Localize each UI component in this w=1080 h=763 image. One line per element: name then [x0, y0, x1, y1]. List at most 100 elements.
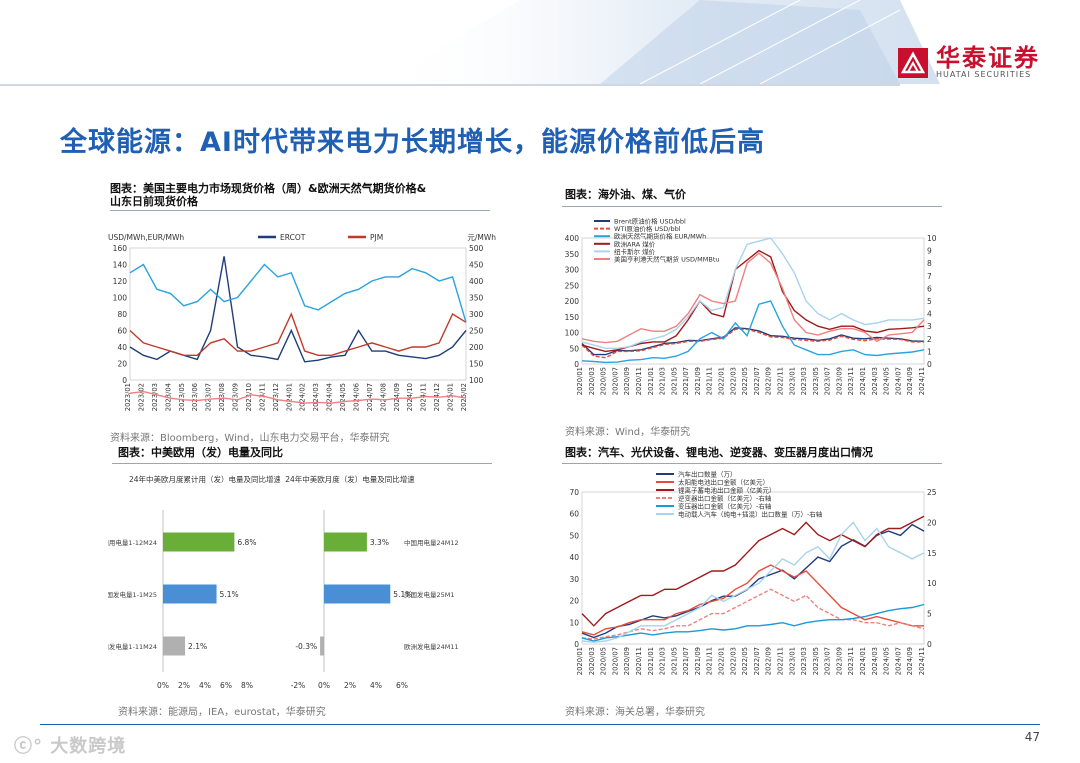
y2-tick-label: 200: [469, 343, 484, 352]
legend-label: 欧洲ARA 煤价: [614, 239, 656, 248]
y2-axis-label: 元/MWh: [467, 233, 496, 242]
huatai-logo-icon: [898, 47, 928, 78]
y2-tick-label: 0: [927, 640, 932, 649]
x-tick-label: 2022/03: [729, 647, 737, 675]
x-tick-label: 2024/09: [906, 367, 914, 395]
series-line: [129, 256, 467, 363]
y-tick-label: 40: [569, 553, 579, 562]
x-tick-label: 2021/01: [647, 367, 655, 395]
x-tick-label: 2023/09: [835, 367, 843, 395]
panel1-source: 资料来源：Bloomberg，Wind，山东电力交易平台，华泰研究: [110, 433, 390, 444]
legend-label: 逆变器出口金额（亿美元）-右轴: [678, 494, 772, 503]
y2-tick-label: 4: [927, 310, 932, 319]
y2-tick-label: 150: [469, 360, 484, 369]
y-tick-label: 350: [565, 250, 580, 259]
x-tick-label: 2024/07: [366, 383, 374, 411]
y-tick-label: 250: [565, 281, 580, 290]
panel1-title-line1: 图表：美国主要电力市场现货价格（周）&欧洲天然气期货价格&: [110, 182, 427, 195]
x-tick-label: 2022/11: [776, 367, 784, 395]
x-tick-label: 2021/05: [670, 367, 678, 395]
power-price-chart: 0 20 40 60 80 100 120 140 160 100 150 200 250 300 350 4…: [108, 233, 496, 411]
x-tick-label: 2023/03: [800, 367, 808, 395]
y2-tick-label: 6: [927, 284, 932, 293]
series-line: [581, 523, 925, 639]
x-tick-label: 2022/07: [753, 647, 761, 675]
legend-label: Brent原油价格 USD/bbl: [614, 217, 686, 226]
x-tick-label: 2020/03: [588, 647, 596, 675]
footer-divider: [40, 724, 1040, 725]
x-tick-label: 2021/11: [706, 647, 714, 675]
y2-tick-label: 25: [927, 488, 937, 497]
panel2-source: 资料来源：Wind，华泰研究: [565, 427, 691, 438]
x-tick-label: 2024/05: [883, 367, 891, 395]
panel2-title: 图表：海外油、煤、气价: [565, 188, 686, 201]
series-line: [129, 312, 467, 357]
x-tick-label: 2024/06: [352, 383, 360, 411]
series-line: [581, 237, 925, 350]
x-tick-label: 2022/03: [729, 367, 737, 395]
x-tick-label: 2024/07: [894, 647, 902, 675]
y2-tick-label: 5: [927, 610, 932, 619]
exports-chart: 0 10 20 30 40 50 60 70 0 5 10 15 20 25 2020/01 2020/03 2…: [569, 470, 937, 676]
legend-label: 太阳能电池出口金额（亿美元）: [678, 478, 769, 487]
y2-tick-label: 350: [469, 294, 484, 303]
x-tick-label: 2021/03: [659, 647, 667, 675]
y2-tick-label: 10: [927, 579, 937, 588]
x-tick-label: 2020/05: [600, 367, 608, 395]
y2-tick-label: 3: [927, 322, 932, 331]
x-tick-label: 2021/09: [694, 647, 702, 675]
bar: [163, 584, 217, 604]
x-tick-label: 2023/03: [800, 647, 808, 675]
y-tick-label: 0: [122, 376, 127, 385]
x-tick-label: 2024/01: [859, 367, 867, 395]
y-tick-label: 140: [113, 261, 128, 270]
legend-label: ERCOT: [280, 233, 306, 242]
y-tick-label: 20: [117, 360, 127, 369]
y-tick-label: 300: [565, 266, 580, 275]
panel2-rule: [562, 206, 942, 207]
x-tick-label: 2024/03: [312, 383, 320, 411]
y2-tick-label: 250: [469, 327, 484, 336]
y-tick-label: 10: [569, 618, 579, 627]
series-line: [581, 249, 925, 353]
plot-frame: [129, 247, 467, 381]
x-tick-label: 6%: [220, 681, 232, 690]
x-tick-label: 2023/03: [151, 383, 159, 411]
legend-label: WTI原油价格 USD/bbl: [614, 224, 681, 233]
panel4-title: 图表：汽车、光伏设备、锂电池、逆变器、变压器月度出口情况: [565, 446, 873, 459]
bar: [324, 532, 367, 552]
y2-tick-label: 0: [927, 360, 932, 369]
header-divider: [0, 84, 900, 86]
x-tick-label: 2024/01: [859, 647, 867, 675]
y2-tick-label: 7: [927, 272, 932, 281]
y-tick-label: 120: [113, 277, 128, 286]
y2-tick-label: 5: [927, 297, 932, 306]
x-tick-label: 2024/09: [906, 647, 914, 675]
x-tick-label: 2020/09: [623, 647, 631, 675]
series-line: [581, 564, 924, 636]
x-tick-label: 2%: [344, 681, 356, 690]
y-tick-label: 200: [565, 297, 580, 306]
x-tick-label: 2022/05: [741, 367, 749, 395]
x-tick-label: 2023/01: [124, 383, 132, 411]
x-tick-label: 2024/09: [393, 383, 401, 411]
y2-tick-label: 450: [469, 261, 484, 270]
y2-tick-label: 8: [927, 259, 932, 268]
bar: [324, 584, 391, 604]
panel3-rule: [112, 463, 492, 464]
y-tick-label: 100: [113, 294, 128, 303]
x-tick-label: 0%: [157, 681, 169, 690]
y-tick-label: 0: [574, 360, 579, 369]
page-title: 全球能源：AI时代带来电力长期增长，能源价格前低后高: [60, 127, 765, 158]
y2-tick-label: 400: [469, 277, 484, 286]
x-tick-label: 2024/10: [406, 383, 414, 411]
logo-text-cn: 华泰证券: [936, 44, 1040, 72]
y-tick-label: 400: [565, 234, 580, 243]
subchart-title: 24年中美欧月度累计用（发）电量及同比增速: [129, 474, 280, 484]
bar-value-label: 2.1%: [188, 642, 207, 651]
watermark-icon: ⓒ°: [14, 736, 43, 757]
x-tick-label: 2020/09: [623, 367, 631, 395]
series-line: [581, 300, 925, 364]
x-tick-label: 2024/11: [918, 367, 926, 395]
y-tick-label: 50: [569, 531, 579, 540]
